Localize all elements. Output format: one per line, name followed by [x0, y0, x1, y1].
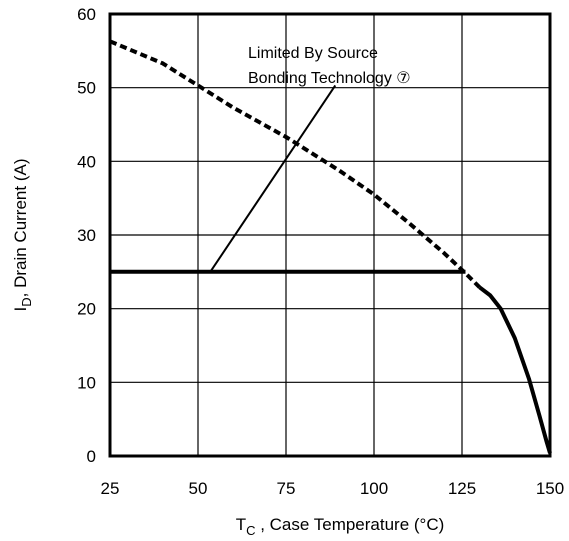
- x-axis-label-sub: C: [246, 523, 255, 538]
- grid-lines: [110, 14, 550, 456]
- y-tick-label: 50: [77, 79, 96, 98]
- y-tick-label: 20: [77, 300, 96, 319]
- x-axis-label-main: T: [236, 515, 246, 534]
- annotation-line-2: Bonding Technology ⑦: [248, 70, 411, 87]
- x-tick-label: 75: [277, 479, 296, 498]
- annotation-line-1: Limited By Source: [248, 45, 378, 62]
- x-tick-label: 50: [189, 479, 208, 498]
- series-group: [109, 39, 552, 454]
- y-axis-label-sub: D: [19, 297, 34, 306]
- y-tick-label: 0: [87, 447, 96, 466]
- y-tick-label: 30: [77, 226, 96, 245]
- x-tick-label: 150: [536, 479, 564, 498]
- plot-frame: [108, 12, 552, 458]
- x-tick-label: 25: [101, 479, 120, 498]
- annotation-group: Limited By Source Bonding Technology ⑦: [209, 45, 411, 273]
- y-axis-label-rest: , Drain Current (A): [11, 159, 30, 298]
- x-axis-label: TC , Case Temperature (°C): [236, 515, 445, 538]
- annotation-leader-line: [209, 84, 337, 273]
- x-tick-labels: 25 50 75 100 125 150: [101, 479, 565, 498]
- series-line-1: [109, 39, 482, 289]
- x-tick-label: 125: [448, 479, 476, 498]
- x-axis-label-rest: , Case Temperature (°C): [255, 515, 444, 534]
- y-tick-label: 10: [77, 373, 96, 392]
- y-tick-labels: 0 10 20 30 40 50 60: [77, 5, 96, 466]
- y-tick-label: 60: [77, 5, 96, 24]
- y-tick-label: 40: [77, 152, 96, 171]
- y-axis-label-main: I: [11, 307, 30, 312]
- series-line-2: [478, 285, 552, 454]
- x-tick-label: 100: [360, 479, 388, 498]
- y-axis-label: ID, Drain Current (A): [11, 159, 34, 312]
